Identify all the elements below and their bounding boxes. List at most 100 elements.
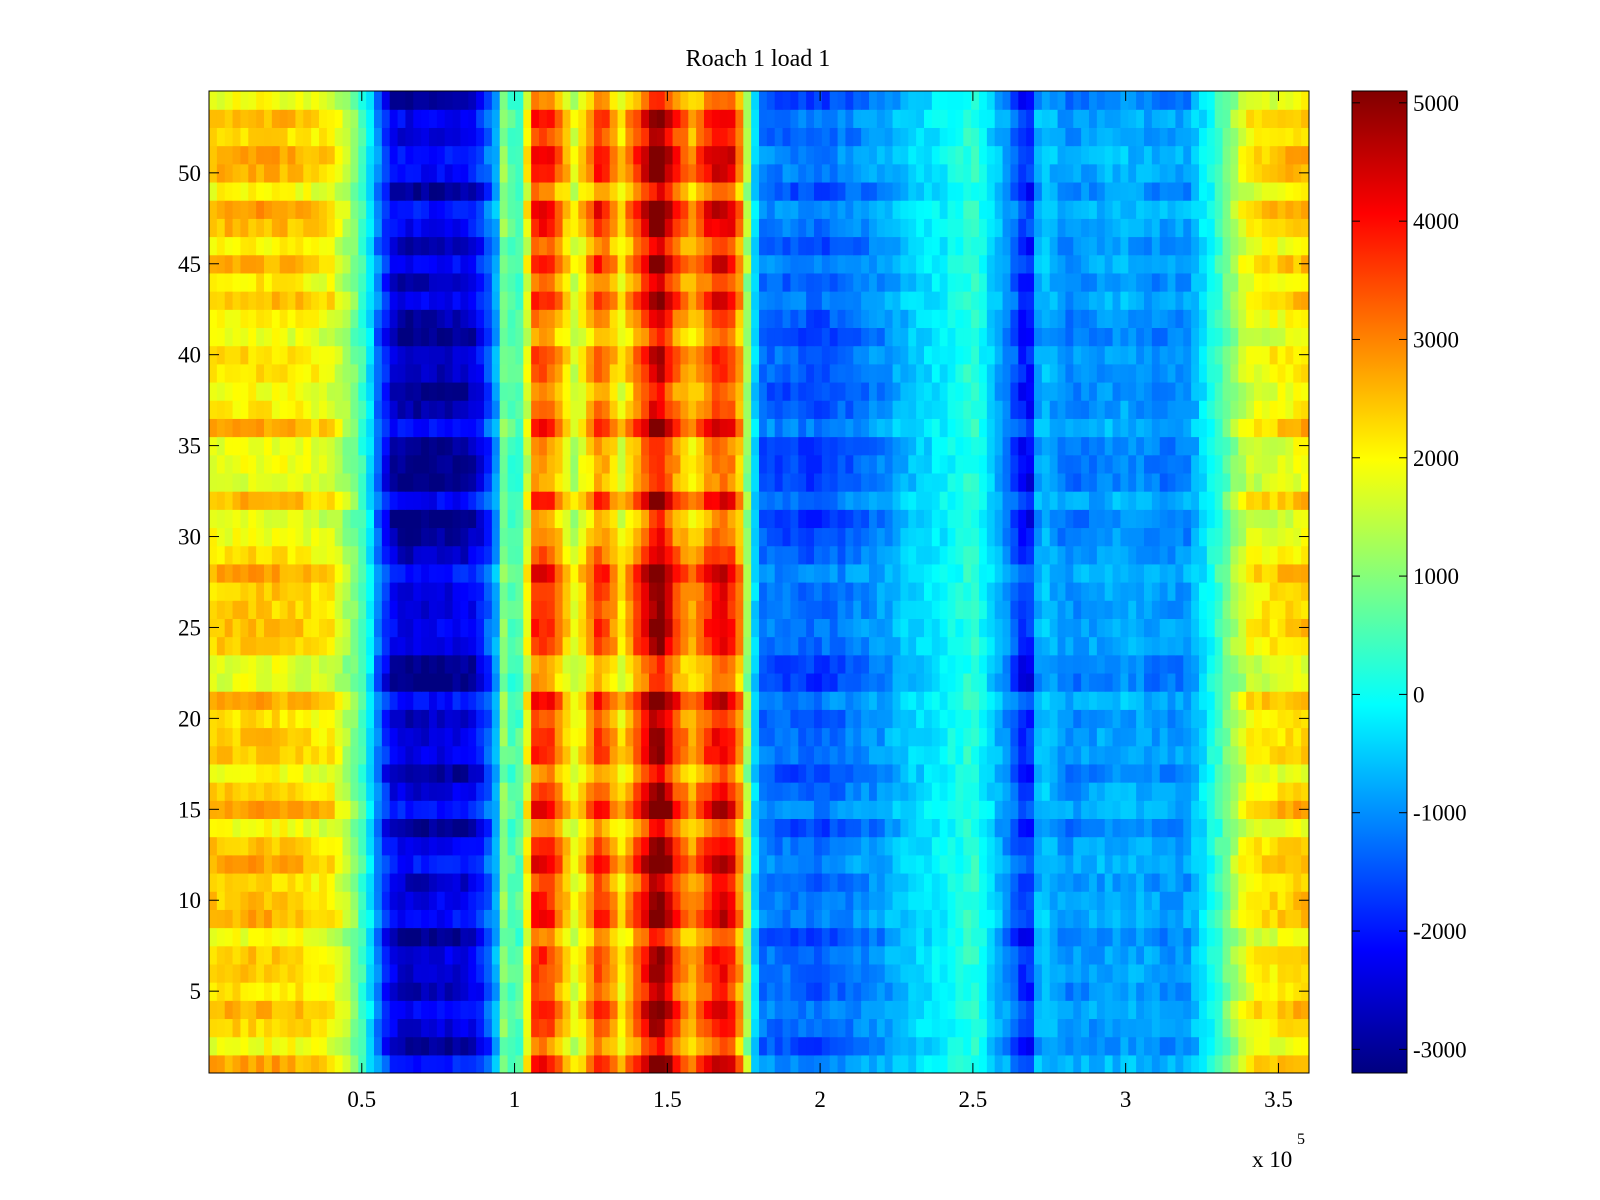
heatmap-cell — [617, 1036, 627, 1056]
heatmap-cell — [1073, 1000, 1082, 1020]
heatmap-cell — [774, 982, 784, 1001]
heatmap-cell — [515, 1054, 524, 1073]
heatmap-cell — [578, 509, 587, 529]
heatmap-cell — [1293, 600, 1302, 619]
heatmap-cell — [460, 763, 469, 783]
heatmap-cell — [1214, 836, 1224, 856]
heatmap-cell — [798, 854, 807, 874]
heatmap-cell — [1183, 872, 1192, 892]
heatmap-cell — [491, 982, 501, 1001]
heatmap-cell — [578, 491, 587, 510]
heatmap-cell — [1285, 436, 1294, 456]
heatmap-cell — [908, 491, 917, 510]
heatmap-cell — [295, 545, 304, 565]
heatmap-cell — [884, 709, 894, 729]
heatmap-cell — [790, 527, 799, 547]
heatmap-cell — [1144, 909, 1153, 929]
heatmap-cell — [900, 1036, 909, 1056]
heatmap-cell — [287, 654, 297, 674]
heatmap-cell — [515, 872, 524, 892]
heatmap-cell — [853, 582, 862, 601]
heatmap-cell — [641, 618, 650, 638]
heatmap-cell — [594, 982, 603, 1001]
heatmap-cell — [523, 800, 532, 820]
heatmap-cell — [248, 1018, 257, 1038]
heatmap-cell — [562, 472, 572, 492]
heatmap-cell — [696, 436, 705, 456]
heatmap-cell — [216, 491, 226, 510]
heatmap-cell — [924, 927, 933, 947]
heatmap-cell — [421, 927, 430, 947]
heatmap-cell — [1026, 854, 1035, 874]
heatmap-cell — [924, 454, 933, 474]
heatmap-cell — [1222, 1054, 1232, 1073]
heatmap-cell — [766, 782, 776, 801]
heatmap-cell — [476, 509, 485, 529]
heatmap-cell — [248, 491, 257, 510]
heatmap-cell — [806, 563, 815, 583]
heatmap-cell — [444, 927, 454, 947]
heatmap-cell — [806, 982, 815, 1001]
heatmap-cell — [224, 782, 234, 801]
heatmap-cell — [1167, 691, 1177, 710]
heatmap-cell — [1254, 618, 1263, 638]
heatmap-cell — [971, 945, 980, 965]
heatmap-cell — [782, 491, 792, 510]
heatmap-cell — [1261, 472, 1271, 492]
heatmap-cell — [232, 1054, 242, 1073]
heatmap-cell — [287, 418, 297, 438]
heatmap-cell — [696, 945, 705, 965]
heatmap-cell — [554, 1036, 564, 1056]
heatmap-cell — [523, 818, 532, 838]
heatmap-cell — [1246, 727, 1255, 747]
heatmap-cell — [287, 763, 297, 783]
heatmap-cell — [641, 691, 650, 710]
heatmap-cell — [1277, 600, 1287, 619]
heatmap-cell — [216, 872, 226, 892]
heatmap-cell — [829, 945, 839, 965]
heatmap-cell — [209, 636, 218, 656]
heatmap-cell — [397, 454, 407, 474]
heatmap-cell — [1151, 563, 1161, 583]
heatmap-cell — [287, 854, 297, 874]
heatmap-cell — [994, 1000, 1004, 1020]
heatmap-cell — [759, 727, 768, 747]
heatmap-cell — [1089, 436, 1098, 456]
heatmap-cell — [1261, 909, 1271, 929]
heatmap-cell — [444, 691, 454, 710]
heatmap-cell — [1065, 491, 1074, 510]
heatmap-cell — [319, 491, 328, 510]
heatmap-cell — [1049, 963, 1059, 983]
heatmap-cell — [1222, 1036, 1232, 1056]
heatmap-cell — [539, 945, 548, 965]
heatmap-cell — [319, 1018, 328, 1038]
heatmap-cell — [264, 909, 273, 929]
heatmap-cell — [279, 1036, 289, 1056]
heatmap-cell — [248, 945, 257, 965]
heatmap-cell — [688, 909, 697, 929]
heatmap-cell — [876, 836, 886, 856]
heatmap-cell — [578, 563, 587, 583]
heatmap-cell — [759, 509, 768, 529]
heatmap-cell — [1230, 563, 1239, 583]
heatmap-cell — [1081, 472, 1090, 492]
heatmap-cell — [1041, 891, 1051, 910]
heatmap-cell — [507, 472, 517, 492]
heatmap-cell — [405, 909, 414, 929]
heatmap-cell — [586, 854, 595, 874]
heatmap-cell — [311, 672, 320, 692]
heatmap-cell — [515, 763, 524, 783]
heatmap-cell — [1191, 763, 1200, 783]
heatmap-cell — [1018, 854, 1027, 874]
heatmap-cell — [1199, 691, 1208, 710]
heatmap-cell — [1010, 891, 1019, 910]
heatmap-cell — [405, 927, 414, 947]
heatmap-cell — [578, 672, 587, 692]
heatmap-cell — [798, 563, 807, 583]
heatmap-cell — [1230, 436, 1239, 456]
heatmap-cell — [1120, 727, 1129, 747]
heatmap-cell — [546, 836, 556, 856]
heatmap-cell — [766, 582, 776, 601]
heatmap-cell — [1151, 854, 1161, 874]
heatmap-cell — [609, 872, 619, 892]
